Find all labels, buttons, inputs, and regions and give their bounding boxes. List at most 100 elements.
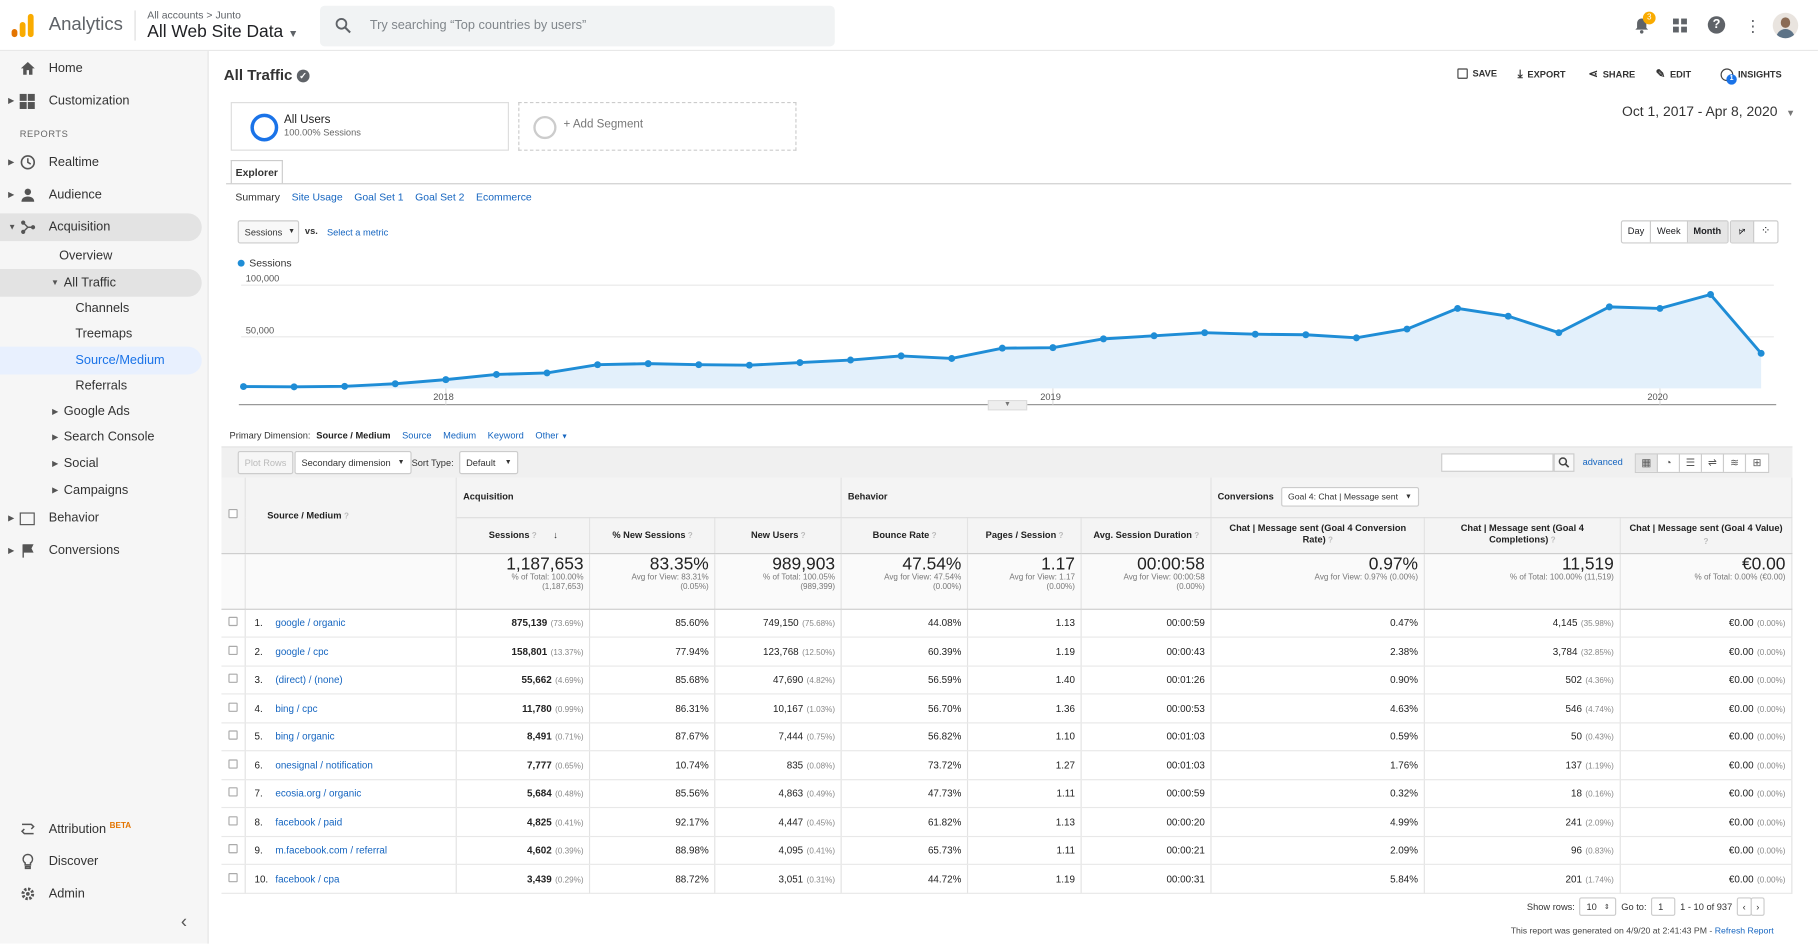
chart-type-toggle[interactable]: ⦬ ⁘: [1729, 220, 1779, 244]
subtab-site-usage[interactable]: Site Usage: [291, 191, 343, 203]
refresh-report-link[interactable]: Refresh Report: [1714, 925, 1774, 936]
breadcrumb-root[interactable]: All accounts: [147, 9, 204, 21]
dimension-other[interactable]: Other ▼: [535, 430, 568, 440]
add-segment-button[interactable]: + Add Segment: [518, 102, 797, 151]
sidebar-item-all-traffic[interactable]: ▼ All Traffic: [0, 268, 202, 297]
data-point[interactable]: [745, 361, 753, 369]
source-link[interactable]: facebook / cpa: [275, 872, 340, 885]
col-header-sessions[interactable]: Sessions ? ↓: [456, 517, 591, 554]
row-checkbox[interactable]: [228, 730, 238, 740]
row-checkbox-cell[interactable]: [221, 864, 247, 894]
sidebar-item-source-medium[interactable]: Source/Medium: [0, 346, 202, 375]
dimension-medium[interactable]: Medium: [443, 430, 477, 441]
data-point[interactable]: [442, 376, 450, 384]
table-row[interactable]: 7. ecosia.org / organic 5,684 (0.48%) 85.56%…: [221, 779, 1793, 809]
sidebar-item-realtime[interactable]: ▶ Realtime: [0, 148, 202, 176]
pie-chart-icon[interactable]: ◔: [1658, 454, 1680, 472]
source-link[interactable]: google / organic: [275, 617, 346, 629]
source-link[interactable]: bing / cpc: [275, 702, 318, 714]
row-checkbox[interactable]: [228, 872, 238, 883]
row-checkbox-cell[interactable]: [221, 722, 247, 752]
source-link[interactable]: m.facebook.com / referral: [275, 844, 388, 856]
tab-explorer[interactable]: Explorer: [230, 159, 283, 184]
pivot-icon[interactable]: ⊞: [1752, 456, 1762, 469]
data-point[interactable]: [897, 352, 905, 360]
row-checkbox[interactable]: [228, 702, 238, 712]
col-header-bounce-rate[interactable]: Bounce Rate ?: [841, 517, 969, 554]
row-checkbox-cell[interactable]: [221, 835, 247, 865]
prev-page-button[interactable]: ‹: [1736, 897, 1752, 916]
data-point[interactable]: [1302, 331, 1310, 339]
select-all-checkbox[interactable]: [228, 509, 238, 519]
comparison-icon[interactable]: ⇌: [1702, 454, 1725, 472]
sidebar-item-referrals[interactable]: Referrals: [0, 372, 202, 400]
data-point[interactable]: [1150, 332, 1158, 340]
sidebar-item-discover[interactable]: Discover: [0, 848, 202, 876]
table-row[interactable]: 6. onesignal / notification 7,777 (0.65%) 10…: [221, 750, 1793, 780]
data-point[interactable]: [1201, 329, 1209, 337]
col-header-goal4-value[interactable]: Chat | Message sent (Goal 4 Value) ?: [1620, 517, 1793, 554]
data-point[interactable]: [1403, 325, 1411, 333]
share-button[interactable]: ⋖ SHARE: [1588, 68, 1635, 81]
sidebar-item-admin[interactable]: Admin: [0, 880, 202, 908]
select-all-checkbox-cell[interactable]: [221, 477, 247, 554]
data-point[interactable]: [341, 382, 349, 390]
data-point[interactable]: [948, 354, 956, 362]
col-header-goal4-conversion-rate[interactable]: Chat | Message sent (Goal 4 Conversion R…: [1211, 517, 1425, 554]
data-point[interactable]: [998, 344, 1006, 352]
subtab-ecommerce[interactable]: Ecommerce: [476, 191, 532, 203]
date-range-picker[interactable]: Oct 1, 2017 - Apr 8, 2020 ▼: [1622, 103, 1795, 119]
save-button[interactable]: SAVE: [1457, 68, 1497, 79]
insights-button[interactable]: 1 INSIGHTS: [1720, 68, 1782, 85]
next-page-button[interactable]: ›: [1750, 897, 1766, 916]
chart-resize-handle[interactable]: ▼: [987, 399, 1028, 411]
data-point[interactable]: [492, 370, 500, 378]
help-icon[interactable]: ?: [1707, 16, 1726, 34]
sidebar-item-channels[interactable]: Channels: [0, 294, 202, 322]
data-point[interactable]: [1757, 349, 1765, 357]
row-checkbox-cell[interactable]: [221, 807, 247, 837]
data-point[interactable]: [239, 383, 247, 391]
sidebar-item-campaigns[interactable]: ▶ Campaigns: [0, 477, 202, 505]
col-header-pages-per-session[interactable]: Pages / Session ?: [967, 517, 1082, 554]
row-checkbox[interactable]: [228, 617, 238, 627]
col-header-goal4-completions[interactable]: Chat | Message sent (Goal 4 Completions)…: [1424, 517, 1621, 554]
secondary-dimension-select[interactable]: Secondary dimension ▼: [294, 451, 412, 475]
row-checkbox-cell[interactable]: [221, 750, 247, 780]
table-view-toggle[interactable]: ▦ ◔ ☰ ⇌ ≋ ⊞: [1634, 453, 1770, 474]
col-header-avg-session-duration[interactable]: Avg. Session Duration ?: [1081, 517, 1212, 554]
advanced-filter-link[interactable]: advanced: [1582, 456, 1623, 468]
more-vert-icon[interactable]: ⋮: [1744, 16, 1762, 35]
data-point[interactable]: [1454, 304, 1462, 312]
goto-input[interactable]: 1: [1651, 897, 1676, 916]
sidebar-item-home[interactable]: Home: [0, 54, 202, 82]
sidebar-item-audience[interactable]: ▶ Audience: [0, 181, 202, 209]
granularity-month[interactable]: Month: [1687, 221, 1727, 243]
row-checkbox-cell[interactable]: [221, 779, 247, 809]
table-row[interactable]: 8. facebook / paid 4,825 (0.41%) 92.17% 4,447…: [221, 807, 1793, 837]
sidebar-item-acquisition[interactable]: ▼ Acquisition: [0, 213, 202, 242]
dimension-source-medium[interactable]: Source / Medium: [316, 430, 391, 441]
row-checkbox[interactable]: [228, 787, 238, 797]
data-point[interactable]: [1707, 291, 1715, 298]
subtab-goal-set-2[interactable]: Goal Set 2: [415, 191, 465, 203]
col-header-new-users[interactable]: New Users ?: [715, 517, 843, 554]
data-point[interactable]: [695, 361, 703, 369]
table-row[interactable]: 5. bing / organic 8,491 (0.71%) 87.67% 7,444(…: [221, 722, 1793, 752]
data-point[interactable]: [1605, 303, 1613, 311]
sort-type-select[interactable]: Default ▼: [459, 451, 519, 475]
data-point[interactable]: [1049, 344, 1057, 352]
row-checkbox[interactable]: [228, 844, 238, 854]
granularity-day[interactable]: Day: [1622, 221, 1652, 243]
performance-icon[interactable]: ☰: [1680, 454, 1702, 472]
row-checkbox[interactable]: [228, 815, 238, 826]
data-point[interactable]: [1100, 335, 1107, 343]
source-link[interactable]: facebook / paid: [275, 815, 343, 828]
granularity-week[interactable]: Week: [1651, 221, 1688, 243]
row-checkbox[interactable]: [228, 759, 238, 769]
export-button[interactable]: ⤓ EXPORT: [1518, 68, 1566, 81]
subtab-goal-set-1[interactable]: Goal Set 1: [354, 191, 404, 203]
property-selector[interactable]: All Web Site Data ▼: [147, 22, 298, 42]
data-point[interactable]: [1656, 304, 1664, 312]
source-link[interactable]: (direct) / (none): [275, 673, 343, 686]
